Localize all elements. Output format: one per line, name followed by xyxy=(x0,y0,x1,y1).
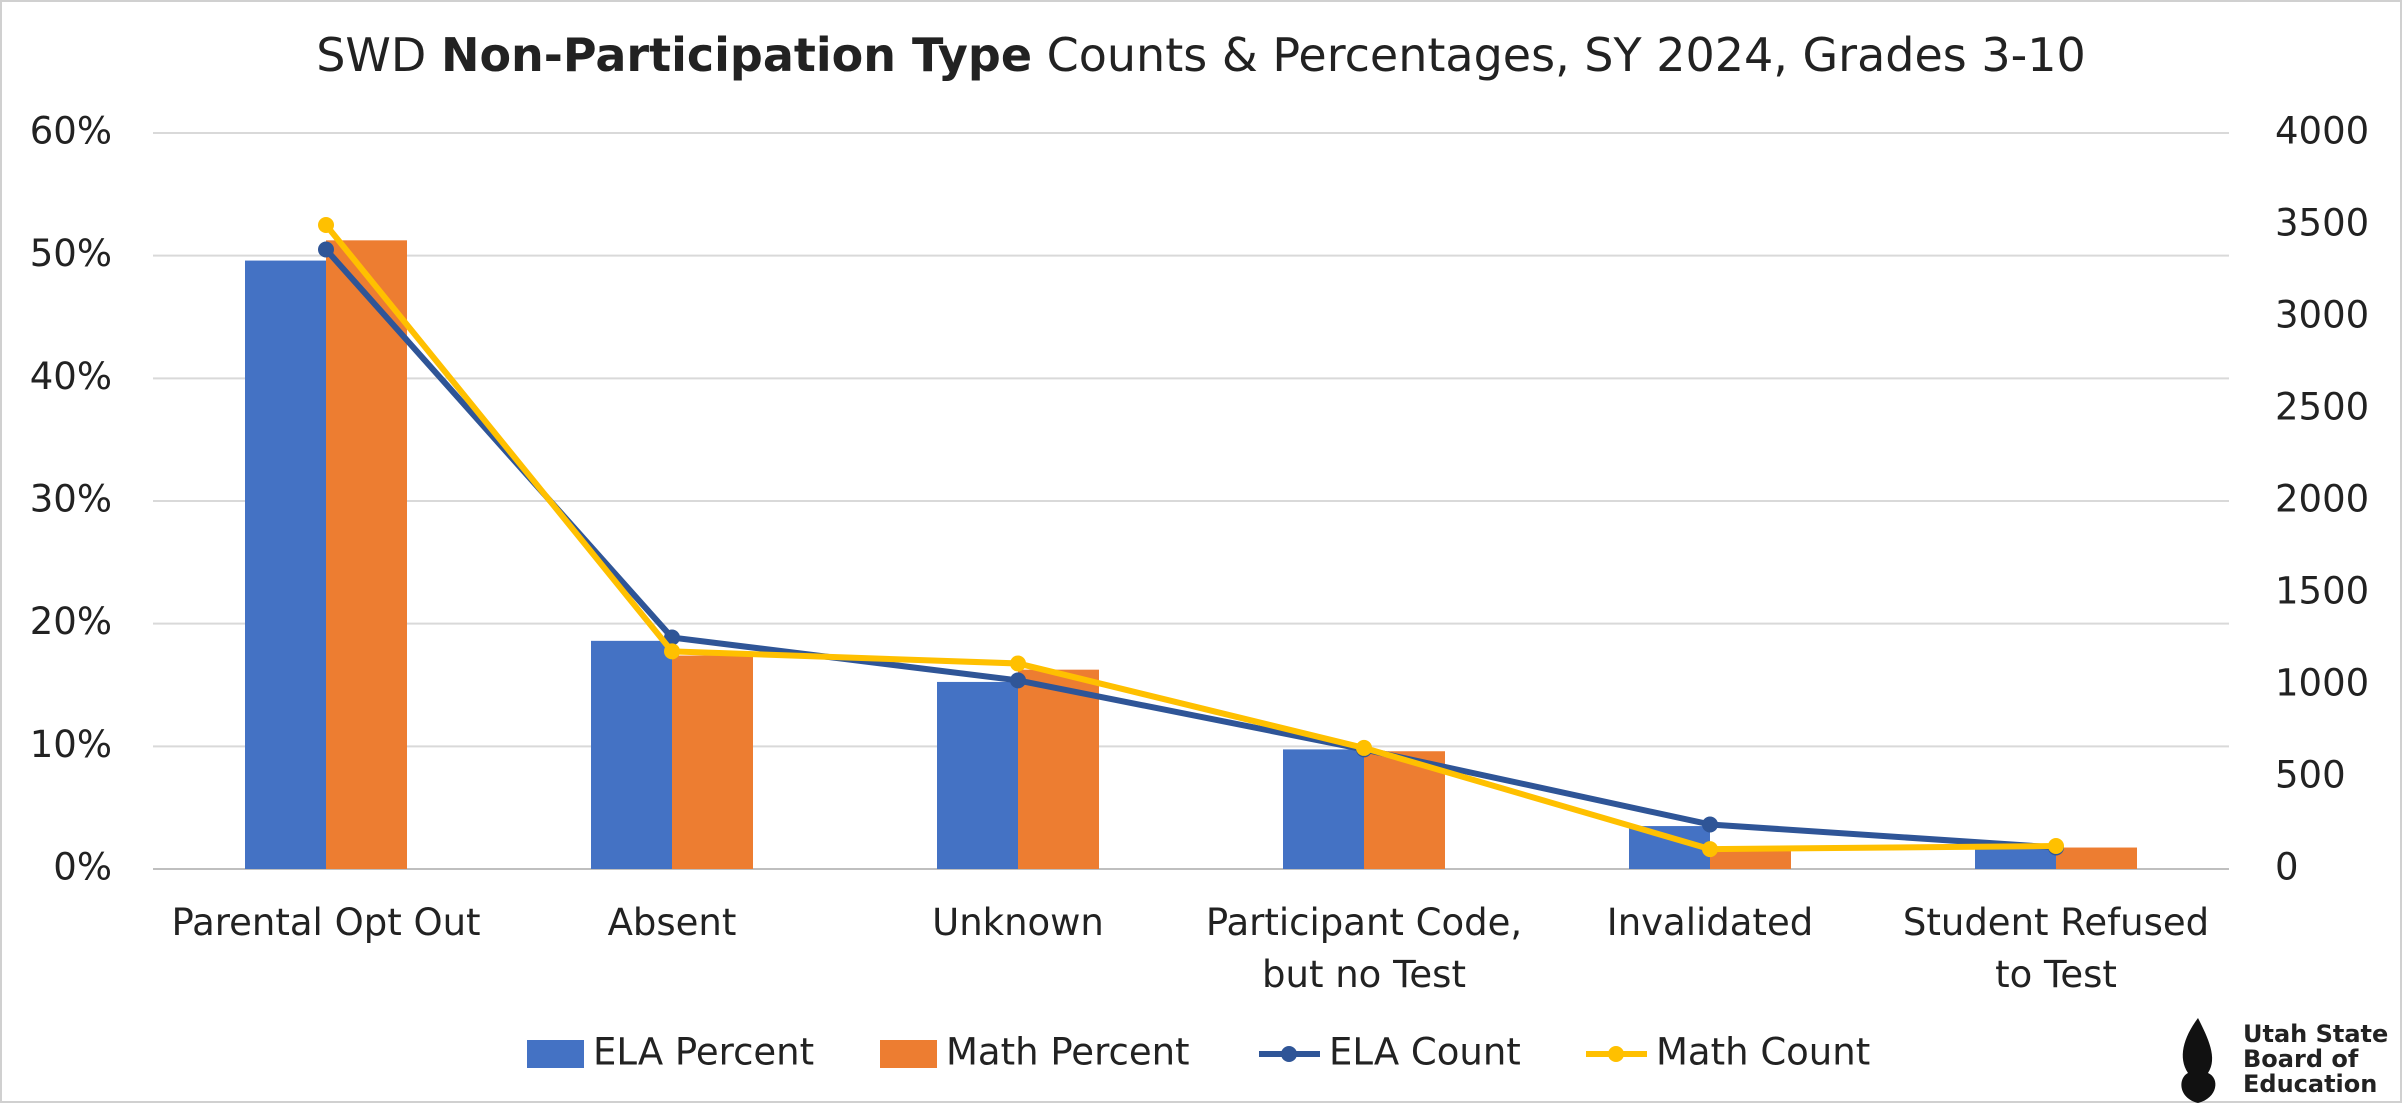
bar xyxy=(1364,751,1445,869)
y-tick-label: 10% xyxy=(30,723,112,766)
line-marker xyxy=(318,241,334,258)
logo-icon xyxy=(2181,1018,2216,1103)
line-marker xyxy=(1356,739,1372,756)
line-marker xyxy=(1702,841,1718,858)
legend-label: ELA Percent xyxy=(593,1031,814,1074)
x-tick-label: Absent xyxy=(608,901,737,944)
y-tick-label: 30% xyxy=(30,478,112,521)
logo-text: Education xyxy=(2243,1070,2377,1098)
x-tick-label: Student Refused to Test xyxy=(1903,901,2209,996)
title-part: Non-Participation Type xyxy=(441,28,1032,82)
y2-tick-label: 1000 xyxy=(2275,662,2369,705)
logo-text: Utah State xyxy=(2243,1020,2388,1048)
legend-marker xyxy=(1281,1046,1297,1062)
line xyxy=(323,247,2057,851)
legend-label: ELA Count xyxy=(1329,1031,1521,1074)
x-tick-label: Participant Code, but no Test xyxy=(1206,901,1522,996)
legend-label: Math Count xyxy=(1656,1031,1870,1074)
y2-tick-label: 4000 xyxy=(2275,110,2369,153)
legend-marker xyxy=(1608,1046,1624,1062)
legend-label: Math Percent xyxy=(946,1031,1190,1074)
bar xyxy=(326,240,407,870)
legend-swatch xyxy=(527,1040,584,1068)
line-marker xyxy=(318,217,334,233)
y-tick-label: 0% xyxy=(53,846,112,889)
bar xyxy=(937,681,1018,869)
legend-swatch xyxy=(880,1040,937,1068)
x-tick-label: Parental Opt Out xyxy=(171,901,480,944)
title-part: Counts & Percentages, SY 2024, Grades 3-… xyxy=(1032,28,2086,82)
y-tick-label: 50% xyxy=(30,232,112,275)
x-tick-label: Unknown xyxy=(932,901,1104,944)
bar xyxy=(245,260,326,869)
y2-tick-label: 3000 xyxy=(2275,294,2369,337)
line-marker xyxy=(664,643,680,660)
y2-tick-label: 2500 xyxy=(2275,386,2369,429)
bar xyxy=(2056,847,2137,869)
y2-tick-label: 2000 xyxy=(2275,478,2369,521)
line-marker xyxy=(2048,838,2064,854)
bar xyxy=(1283,749,1364,869)
y2-tick-label: 0 xyxy=(2275,846,2299,889)
line-marker xyxy=(664,629,680,646)
line-marker xyxy=(1010,672,1026,689)
logo-text: Board of xyxy=(2243,1045,2359,1073)
y-tick-label: 40% xyxy=(30,355,112,398)
chart-title: SWD Non-Participation Type Counts & Perc… xyxy=(316,28,2086,82)
line-marker xyxy=(1702,816,1718,833)
y-tick-label: 20% xyxy=(30,600,112,643)
y2-tick-label: 1500 xyxy=(2275,570,2369,613)
y-tick-label: 60% xyxy=(30,110,112,153)
bar xyxy=(591,640,672,869)
x-tick-label: Invalidated xyxy=(1607,901,1813,944)
line xyxy=(323,223,2057,853)
bar xyxy=(672,655,753,869)
y2-tick-label: 500 xyxy=(2275,754,2346,797)
line-marker xyxy=(1010,655,1026,672)
bar xyxy=(1710,847,1791,869)
y2-tick-label: 3500 xyxy=(2275,202,2369,245)
title-part: SWD xyxy=(316,28,441,82)
bar xyxy=(1018,669,1099,869)
